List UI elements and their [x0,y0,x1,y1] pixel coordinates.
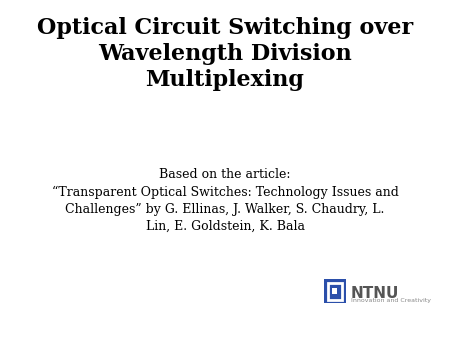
Bar [328,283,342,300]
Text: Optical Circuit Switching over
Wavelength Division
Multiplexing: Optical Circuit Switching over Wavelengt… [37,17,413,91]
Bar [324,279,346,303]
Text: Based on the article:
“Transparent Optical Switches: Technology Issues and
Chall: Based on the article: “Transparent Optic… [52,168,398,233]
Bar [332,288,338,294]
Text: Innovation and Creativity: Innovation and Creativity [351,299,431,303]
Text: NTNU: NTNU [351,286,400,301]
